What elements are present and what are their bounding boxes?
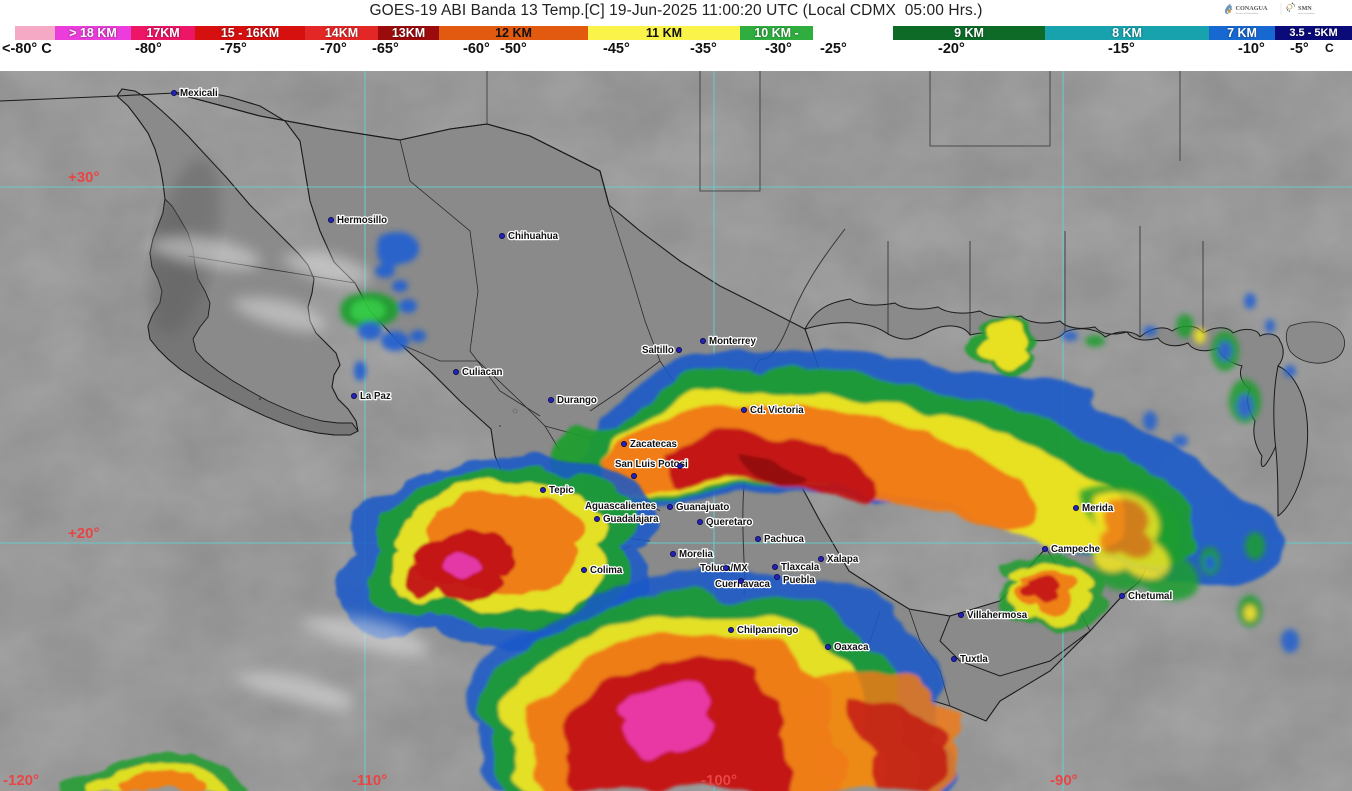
- svg-text:Morelia: Morelia: [679, 549, 714, 560]
- svg-text:servicio meteorológico: servicio meteorológico: [1298, 12, 1315, 15]
- svg-text:Tlaxcala: Tlaxcala: [781, 562, 820, 573]
- svg-text:Guadalajara: Guadalajara: [603, 514, 659, 525]
- svg-text:Merida: Merida: [1082, 503, 1114, 514]
- svg-text:La Paz: La Paz: [360, 391, 391, 402]
- svg-text:-110°: -110°: [352, 772, 387, 789]
- svg-text:Aguascalientes: Aguascalientes: [585, 501, 656, 512]
- svg-text:San Luis Potosi: San Luis Potosi: [615, 459, 688, 470]
- svg-text:+20°: +20°: [68, 525, 99, 542]
- svg-text:Chilpancingo: Chilpancingo: [737, 625, 798, 636]
- svg-text:Mexicali: Mexicali: [180, 88, 218, 99]
- svg-text:Chetumal: Chetumal: [1128, 591, 1172, 602]
- svg-text:Guanajuato: Guanajuato: [676, 502, 729, 513]
- svg-text:Zacatecas: Zacatecas: [630, 439, 677, 450]
- svg-text:Puebla: Puebla: [783, 575, 815, 586]
- svg-text:Queretaro: Queretaro: [706, 517, 752, 528]
- svg-text:Monterrey: Monterrey: [709, 336, 756, 347]
- svg-text:Pachuca: Pachuca: [764, 534, 804, 545]
- svg-text:CONAGUA: CONAGUA: [1236, 5, 1268, 12]
- svg-text:Campeche: Campeche: [1051, 544, 1101, 555]
- svg-text:SMN: SMN: [1298, 5, 1312, 12]
- svg-text:Tuxtla: Tuxtla: [960, 654, 988, 665]
- svg-text:Chihuahua: Chihuahua: [508, 231, 559, 242]
- svg-text:Culiacan: Culiacan: [462, 367, 502, 378]
- svg-text:-100°: -100°: [701, 772, 737, 789]
- svg-text:Villahermosa: Villahermosa: [967, 610, 1028, 621]
- svg-text:Saltillo: Saltillo: [642, 345, 674, 356]
- svg-text:Secretaría del Medio Ambiente: Secretaría del Medio Ambiente: [1236, 12, 1259, 15]
- svg-text:Xalapa: Xalapa: [827, 554, 859, 565]
- svg-text:Hermosillo: Hermosillo: [337, 215, 387, 226]
- svg-text:Durango: Durango: [557, 395, 597, 406]
- svg-text:+30°: +30°: [68, 169, 99, 186]
- svg-text:Colima: Colima: [590, 565, 623, 576]
- svg-text:Oaxaca: Oaxaca: [834, 642, 869, 653]
- svg-text:-120°: -120°: [3, 772, 39, 789]
- svg-text:Tepic: Tepic: [549, 485, 574, 496]
- svg-text:-90°: -90°: [1050, 772, 1078, 789]
- svg-text:Cd. Victoria: Cd. Victoria: [750, 405, 804, 416]
